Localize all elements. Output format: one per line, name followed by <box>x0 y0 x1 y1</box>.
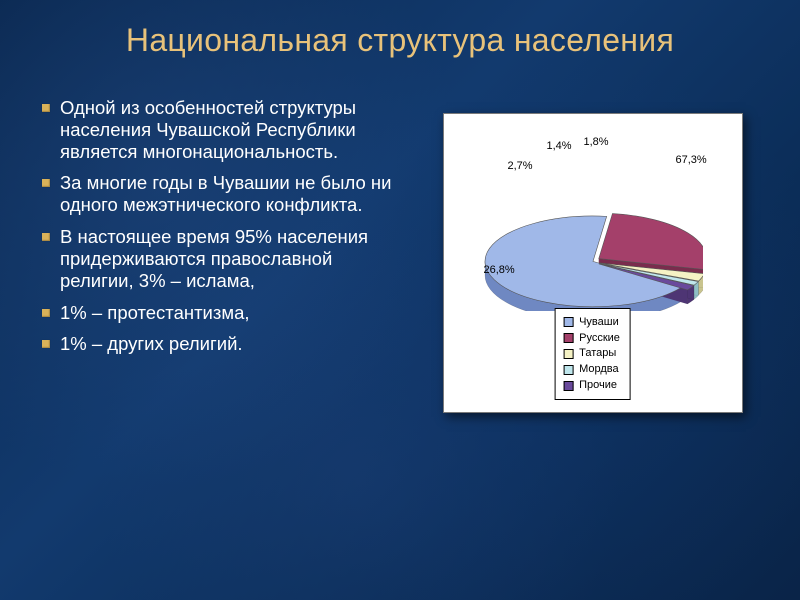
chart-area: 67,3% 26,8% 2,7% 1,4% 1,8% ЧувашиРусскиеТата… <box>430 113 755 413</box>
chart-legend: ЧувашиРусскиеТатарыМордваПрочие <box>554 308 631 400</box>
bullet-item: 1% – других религий. <box>40 333 410 355</box>
bullet-list: Одной из особенностей структуры населени… <box>40 97 410 413</box>
pct-label: 26,8% <box>484 264 515 276</box>
pct-label: 1,4% <box>547 140 572 152</box>
legend-label: Мордва <box>579 362 619 377</box>
legend-swatch <box>563 349 573 359</box>
legend-item: Чуваши <box>563 315 620 330</box>
bullet-item: Одной из особенностей структуры населени… <box>40 97 410 162</box>
pct-label: 1,8% <box>584 136 609 148</box>
legend-swatch <box>563 317 573 327</box>
slide-title: Национальная структура населения <box>0 0 800 59</box>
bullet-item: 1% – протестантизма, <box>40 302 410 324</box>
legend-swatch <box>563 381 573 391</box>
legend-item: Мордва <box>563 362 620 377</box>
content-row: Одной из особенностей структуры населени… <box>0 97 800 413</box>
pie-chart: 67,3% 26,8% 2,7% 1,4% 1,8% ЧувашиРусскиеТата… <box>443 113 743 413</box>
legend-label: Прочие <box>579 378 617 393</box>
legend-swatch <box>563 333 573 343</box>
pct-label: 67,3% <box>676 154 707 166</box>
legend-label: Чуваши <box>579 315 619 330</box>
slide: Национальная структура населения Одной и… <box>0 0 800 600</box>
legend-label: Русские <box>579 331 620 346</box>
legend-item: Русские <box>563 331 620 346</box>
bullet-item: В настоящее время 95% населения придержи… <box>40 226 410 291</box>
legend-item: Татары <box>563 346 620 361</box>
pct-label: 2,7% <box>508 160 533 172</box>
legend-swatch <box>563 365 573 375</box>
legend-label: Татары <box>579 346 616 361</box>
bullet-item: За многие годы в Чувашии не было ни одно… <box>40 172 410 216</box>
legend-item: Прочие <box>563 378 620 393</box>
pie-svg <box>483 200 703 311</box>
